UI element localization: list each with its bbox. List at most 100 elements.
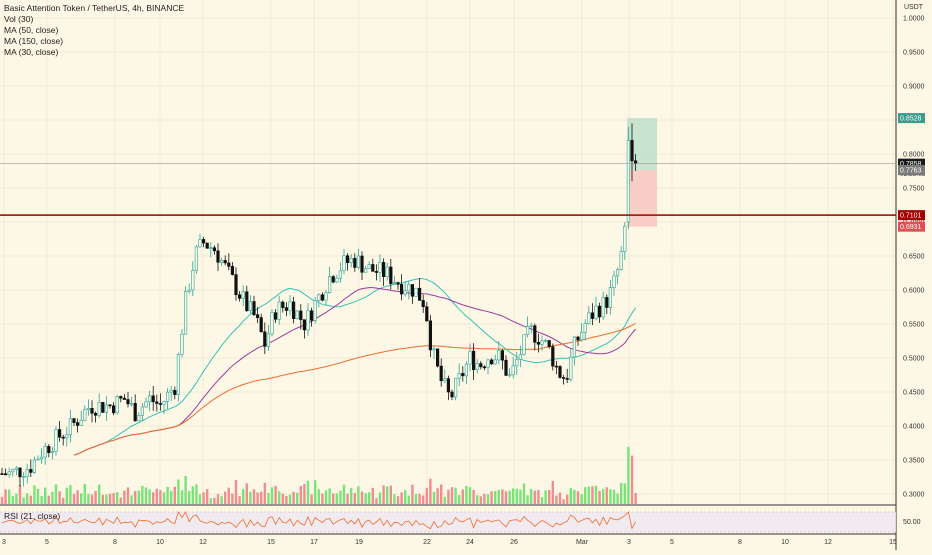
candle-body — [461, 373, 465, 377]
stop-badge: 0.6931 — [900, 224, 922, 231]
candle-body — [230, 266, 235, 275]
volume-bar — [188, 490, 191, 504]
volume-bar — [522, 483, 526, 504]
candle-body — [47, 446, 51, 453]
time-tick-label: 12 — [824, 539, 832, 546]
candle-body — [79, 420, 83, 426]
rsi-line — [1, 511, 636, 530]
candle-body — [435, 348, 440, 367]
volume-bar — [422, 495, 425, 504]
candle-body — [547, 340, 551, 347]
volume-bar — [364, 493, 367, 504]
candle-body — [54, 429, 58, 452]
candle-body — [155, 401, 159, 404]
candle-body — [569, 356, 573, 380]
candle-body — [511, 365, 515, 376]
volume-bar — [580, 494, 583, 504]
time-tick-label: 3 — [627, 539, 631, 546]
candle-body — [587, 312, 591, 324]
volume-bar — [346, 493, 349, 504]
volume-bar — [105, 494, 108, 504]
candle-body — [270, 312, 274, 335]
candle-body — [507, 374, 512, 377]
volume-bar — [335, 493, 338, 504]
volume-bar — [537, 489, 540, 504]
volume-bar — [314, 480, 317, 504]
volume-bar — [22, 497, 25, 504]
legend-vol: Vol (30) — [4, 14, 34, 24]
candle-body — [198, 239, 202, 248]
volume-bar — [378, 492, 382, 504]
candle-body — [421, 300, 425, 308]
candle-body — [180, 333, 184, 355]
volume-bar — [454, 487, 457, 504]
candle-body — [493, 359, 497, 365]
candle-body — [601, 297, 605, 318]
volume-bar — [573, 489, 576, 504]
volume-bar — [126, 487, 130, 504]
volume-bar — [389, 485, 392, 504]
volume-bar — [515, 488, 518, 504]
volume-bar — [508, 490, 511, 504]
candle-body — [169, 390, 173, 393]
candle-body — [61, 436, 65, 439]
volume-bar — [494, 491, 497, 504]
candle-body — [101, 402, 105, 413]
time-tick-label: 5 — [45, 539, 49, 546]
last-price-badge-bg — [898, 158, 925, 169]
candle-body — [209, 247, 213, 250]
candle-body — [36, 458, 40, 461]
candle-body — [223, 260, 227, 264]
volume-bar — [501, 489, 504, 504]
candle-body — [342, 255, 346, 272]
volume-bar — [87, 493, 90, 504]
volume-bar — [483, 493, 486, 504]
candle-body — [122, 397, 126, 400]
time-tick-label: 17 — [310, 539, 318, 546]
volume-bar — [0, 496, 4, 504]
candle-body — [166, 391, 170, 402]
candle-body — [295, 310, 299, 319]
candle-body — [7, 471, 11, 476]
price-tick-label: 0.3500 — [903, 458, 925, 465]
volume-bar — [339, 490, 342, 504]
candle-body — [389, 266, 393, 284]
candle-body — [266, 333, 271, 347]
candle-body — [306, 310, 310, 331]
volume-bar — [281, 493, 284, 504]
target-badge: 0.8528 — [900, 116, 922, 123]
volume-bar — [54, 484, 58, 504]
candle-body — [194, 246, 199, 271]
candle-body — [284, 307, 289, 311]
volume-bar — [368, 492, 371, 504]
volume-bar — [465, 486, 468, 504]
candle-body — [536, 341, 540, 345]
currency-label: USDT — [904, 4, 924, 11]
candle-body — [615, 269, 620, 277]
time-tick-label: 15 — [889, 539, 897, 546]
candle-body — [623, 225, 627, 252]
volume-bar — [90, 494, 94, 504]
candle-body — [630, 140, 634, 162]
candle-body — [299, 310, 303, 320]
candle-body — [590, 312, 594, 319]
candle-body — [309, 310, 314, 321]
volume-bar — [267, 492, 270, 504]
volume-bar — [404, 490, 407, 504]
price-tick-label: 0.4500 — [903, 390, 925, 397]
volume-bar — [609, 489, 612, 504]
volume-bar — [375, 498, 378, 504]
volume-bar — [278, 491, 281, 504]
volume-bar — [47, 495, 50, 504]
volume-bar — [8, 489, 11, 504]
candle-body — [248, 301, 253, 311]
volume-bar — [4, 489, 7, 504]
candle-body — [72, 418, 76, 423]
candle-body — [126, 399, 130, 405]
candle-body — [137, 415, 141, 422]
volume-bar — [558, 492, 562, 504]
volume-bar — [148, 489, 151, 504]
volume-bar — [414, 493, 418, 504]
